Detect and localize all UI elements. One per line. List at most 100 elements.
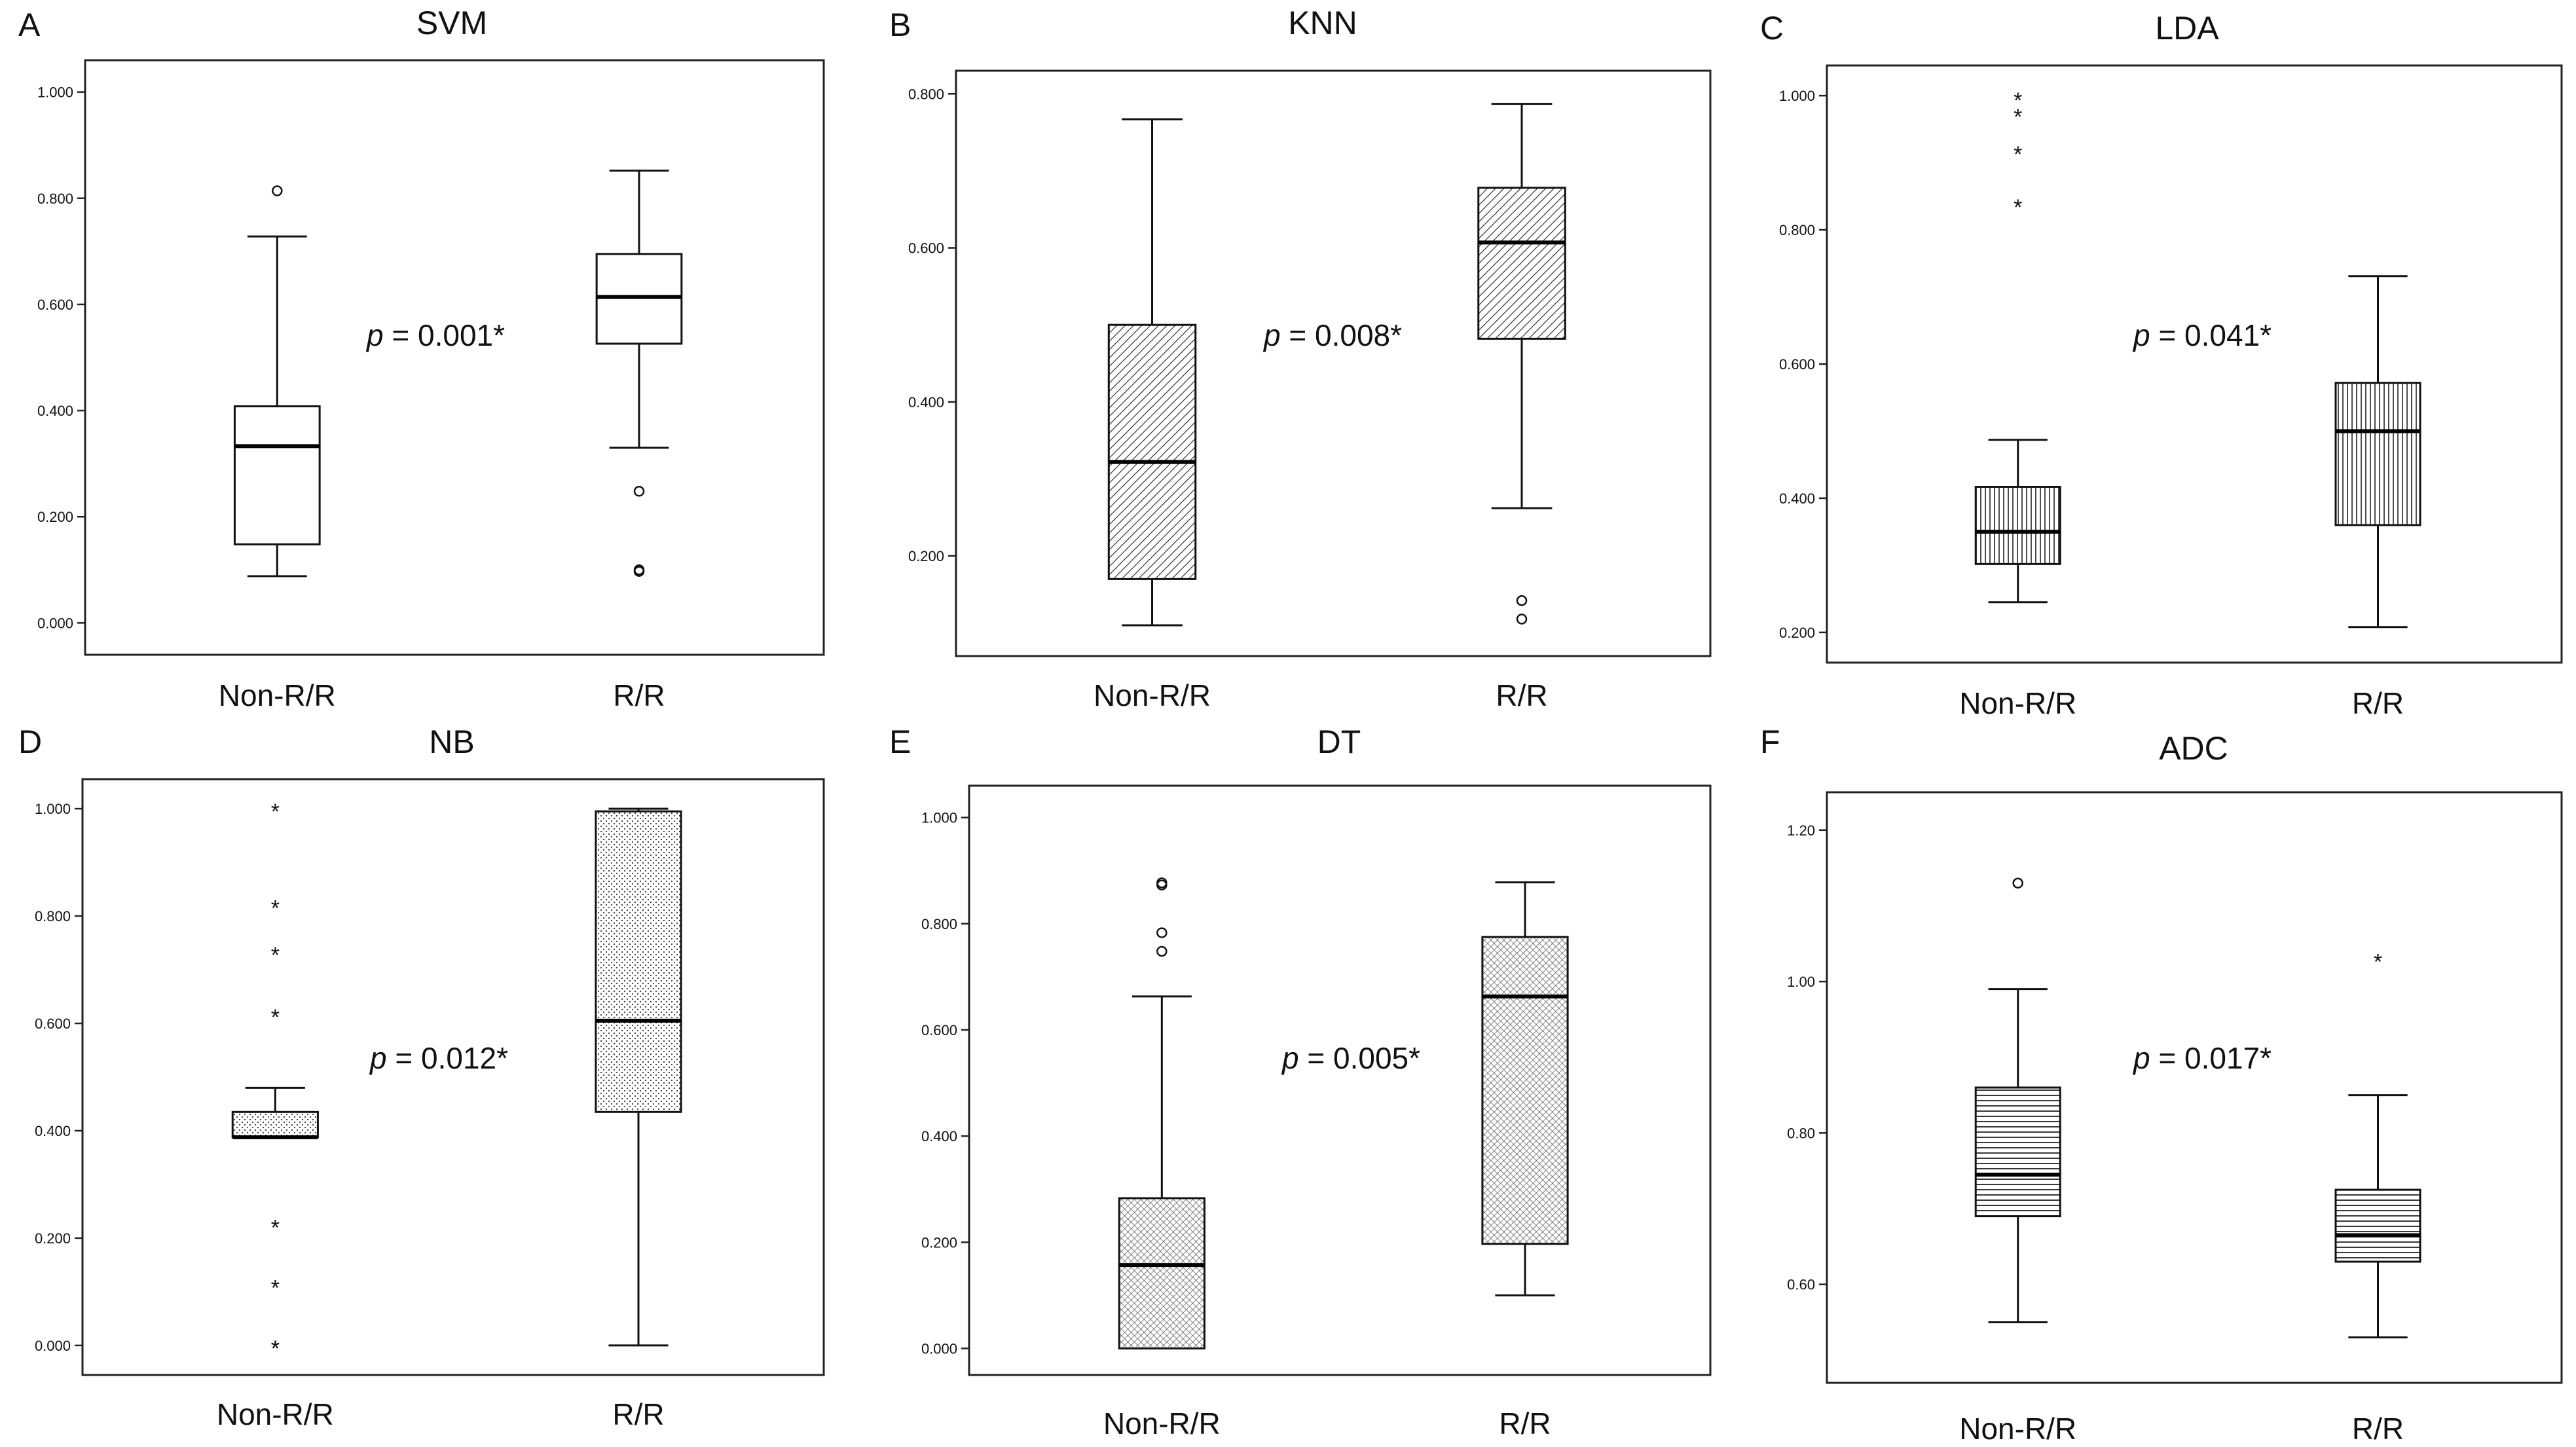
iqr-box	[2334, 1188, 2421, 1263]
iqr-box	[2334, 382, 2421, 526]
p-value-number: = 0.012*	[387, 1041, 509, 1075]
y-tick-label: 0.800	[908, 86, 944, 102]
box-rr	[1477, 103, 1566, 625]
iqr-box	[1118, 1197, 1205, 1349]
p-value-label: p = 0.012*	[369, 1041, 508, 1075]
y-tick-label: 0.600	[1779, 356, 1815, 373]
y-tick-label: 0.400	[37, 403, 73, 419]
plot-frame	[955, 69, 1712, 657]
y-tick-label: 1.000	[921, 810, 957, 826]
outlier-point	[272, 185, 283, 196]
iqr-box	[1974, 1086, 2061, 1218]
p-value-symbol: p	[1281, 1041, 1299, 1075]
y-tick-label: 0.80	[1787, 1125, 1815, 1141]
p-value-number: = 0.017*	[2150, 1041, 2272, 1075]
p-value-label: p = 0.017*	[2132, 1041, 2272, 1075]
y-tick-label: 0.200	[37, 509, 73, 525]
category-label: R/R	[612, 1397, 664, 1431]
panel-e: E DT 0.000 0.200 0.400 0.600 0.800 1.000 Non-R/R…	[889, 724, 1712, 1440]
category-label: Non-R/R	[219, 678, 336, 712]
panel-title: LDA	[2155, 10, 2219, 46]
plot-frame	[81, 778, 825, 1376]
outlier-point	[633, 486, 645, 497]
plot-frame	[1826, 64, 2563, 664]
iqr-box	[595, 810, 682, 1113]
plot-frame	[968, 784, 1712, 1376]
extreme-point: *	[2374, 949, 2382, 974]
panel-letter: C	[1760, 10, 1784, 46]
iqr-box	[1974, 486, 2061, 565]
extreme-point: *	[271, 943, 280, 968]
box-non-rr	[233, 185, 321, 577]
p-value-label: p = 0.041*	[2132, 318, 2272, 352]
extreme-point: *	[2014, 142, 2022, 167]
extreme-point: *	[271, 1275, 280, 1300]
y-tick-label: 0.000	[921, 1340, 957, 1357]
y-tick-label: 0.200	[908, 548, 944, 564]
y-tick-label: 0.800	[921, 916, 957, 932]
y-tick-label: 0.000	[37, 615, 73, 631]
y-tick-label: 0.200	[35, 1230, 71, 1247]
box-non-rr	[1118, 877, 1205, 1349]
p-value-symbol: p	[2132, 1041, 2150, 1075]
y-tick-label: 0.200	[1779, 625, 1815, 641]
panel-letter: A	[18, 7, 41, 43]
category-label: Non-R/R	[1959, 1412, 2076, 1446]
outlier-point	[1156, 927, 1168, 938]
y-tick-label: 0.400	[35, 1123, 71, 1139]
box-non-rr: ****	[1974, 88, 2061, 604]
category-label: R/R	[613, 678, 665, 712]
panel-a: A SVM 0.000 0.200 0.400 0.600 0.800 1.000 Non-R/…	[18, 5, 825, 712]
panel-title: NB	[429, 724, 474, 760]
y-tick-label: 0.600	[921, 1022, 957, 1038]
p-value-label: p = 0.001*	[365, 318, 505, 352]
y-tick-label: 0.400	[1779, 490, 1815, 507]
plot-frame	[1826, 791, 2563, 1384]
y-tick-label: 0.600	[35, 1016, 71, 1032]
panel-letter: D	[18, 724, 42, 760]
y-tick-label: 0.800	[1779, 222, 1815, 238]
y-tick-label: 0.600	[37, 297, 73, 313]
y-tick-label: 1.000	[1779, 88, 1815, 104]
category-label: R/R	[1499, 1406, 1551, 1440]
box-non-rr	[1974, 877, 2061, 1323]
y-tick-label: 0.800	[35, 908, 71, 925]
y-tick-label: 1.00	[1787, 974, 1815, 990]
p-value-symbol: p	[1262, 318, 1281, 352]
extreme-point: *	[271, 1336, 280, 1361]
extreme-point: *	[2014, 195, 2022, 220]
extreme-point: *	[271, 799, 280, 824]
box-rr	[595, 807, 682, 1347]
category-label: R/R	[2352, 1412, 2404, 1446]
outlier-point	[1516, 614, 1528, 625]
y-tick-label: 0.400	[908, 394, 944, 411]
extreme-point: *	[2014, 88, 2022, 113]
p-value-number: = 0.001*	[384, 318, 506, 352]
y-tick-label: 0.200	[921, 1234, 957, 1251]
outlier-point	[633, 566, 645, 577]
p-value-label: p = 0.005*	[1281, 1041, 1420, 1075]
iqr-box	[231, 1110, 319, 1139]
y-tick-label: 1.000	[35, 801, 71, 817]
y-tick-label: 1.20	[1787, 822, 1815, 839]
iqr-box	[233, 405, 321, 545]
p-value-symbol: p	[365, 318, 384, 352]
category-label: R/R	[2352, 686, 2404, 720]
box-non-rr	[1107, 118, 1197, 627]
panel-title: KNN	[1288, 5, 1357, 41]
y-tick-label: 0.800	[37, 191, 73, 207]
outlier-point	[1516, 595, 1528, 606]
panel-d: D NB 0.000 0.200 0.400 0.600 0.800 1.000 * * * * * * *…	[18, 724, 825, 1431]
plot-frame	[84, 59, 825, 656]
iqr-box	[1481, 936, 1569, 1245]
panel-title: SVM	[416, 5, 487, 41]
p-value-number: = 0.008*	[1281, 318, 1403, 352]
box-rr	[2334, 275, 2421, 629]
extreme-point: *	[2014, 105, 2022, 130]
p-value-symbol: p	[369, 1041, 387, 1075]
box-rr	[1481, 881, 1569, 1296]
panel-title: ADC	[2159, 730, 2228, 767]
extreme-point: *	[271, 896, 280, 921]
y-tick-label: 0.000	[35, 1338, 71, 1354]
